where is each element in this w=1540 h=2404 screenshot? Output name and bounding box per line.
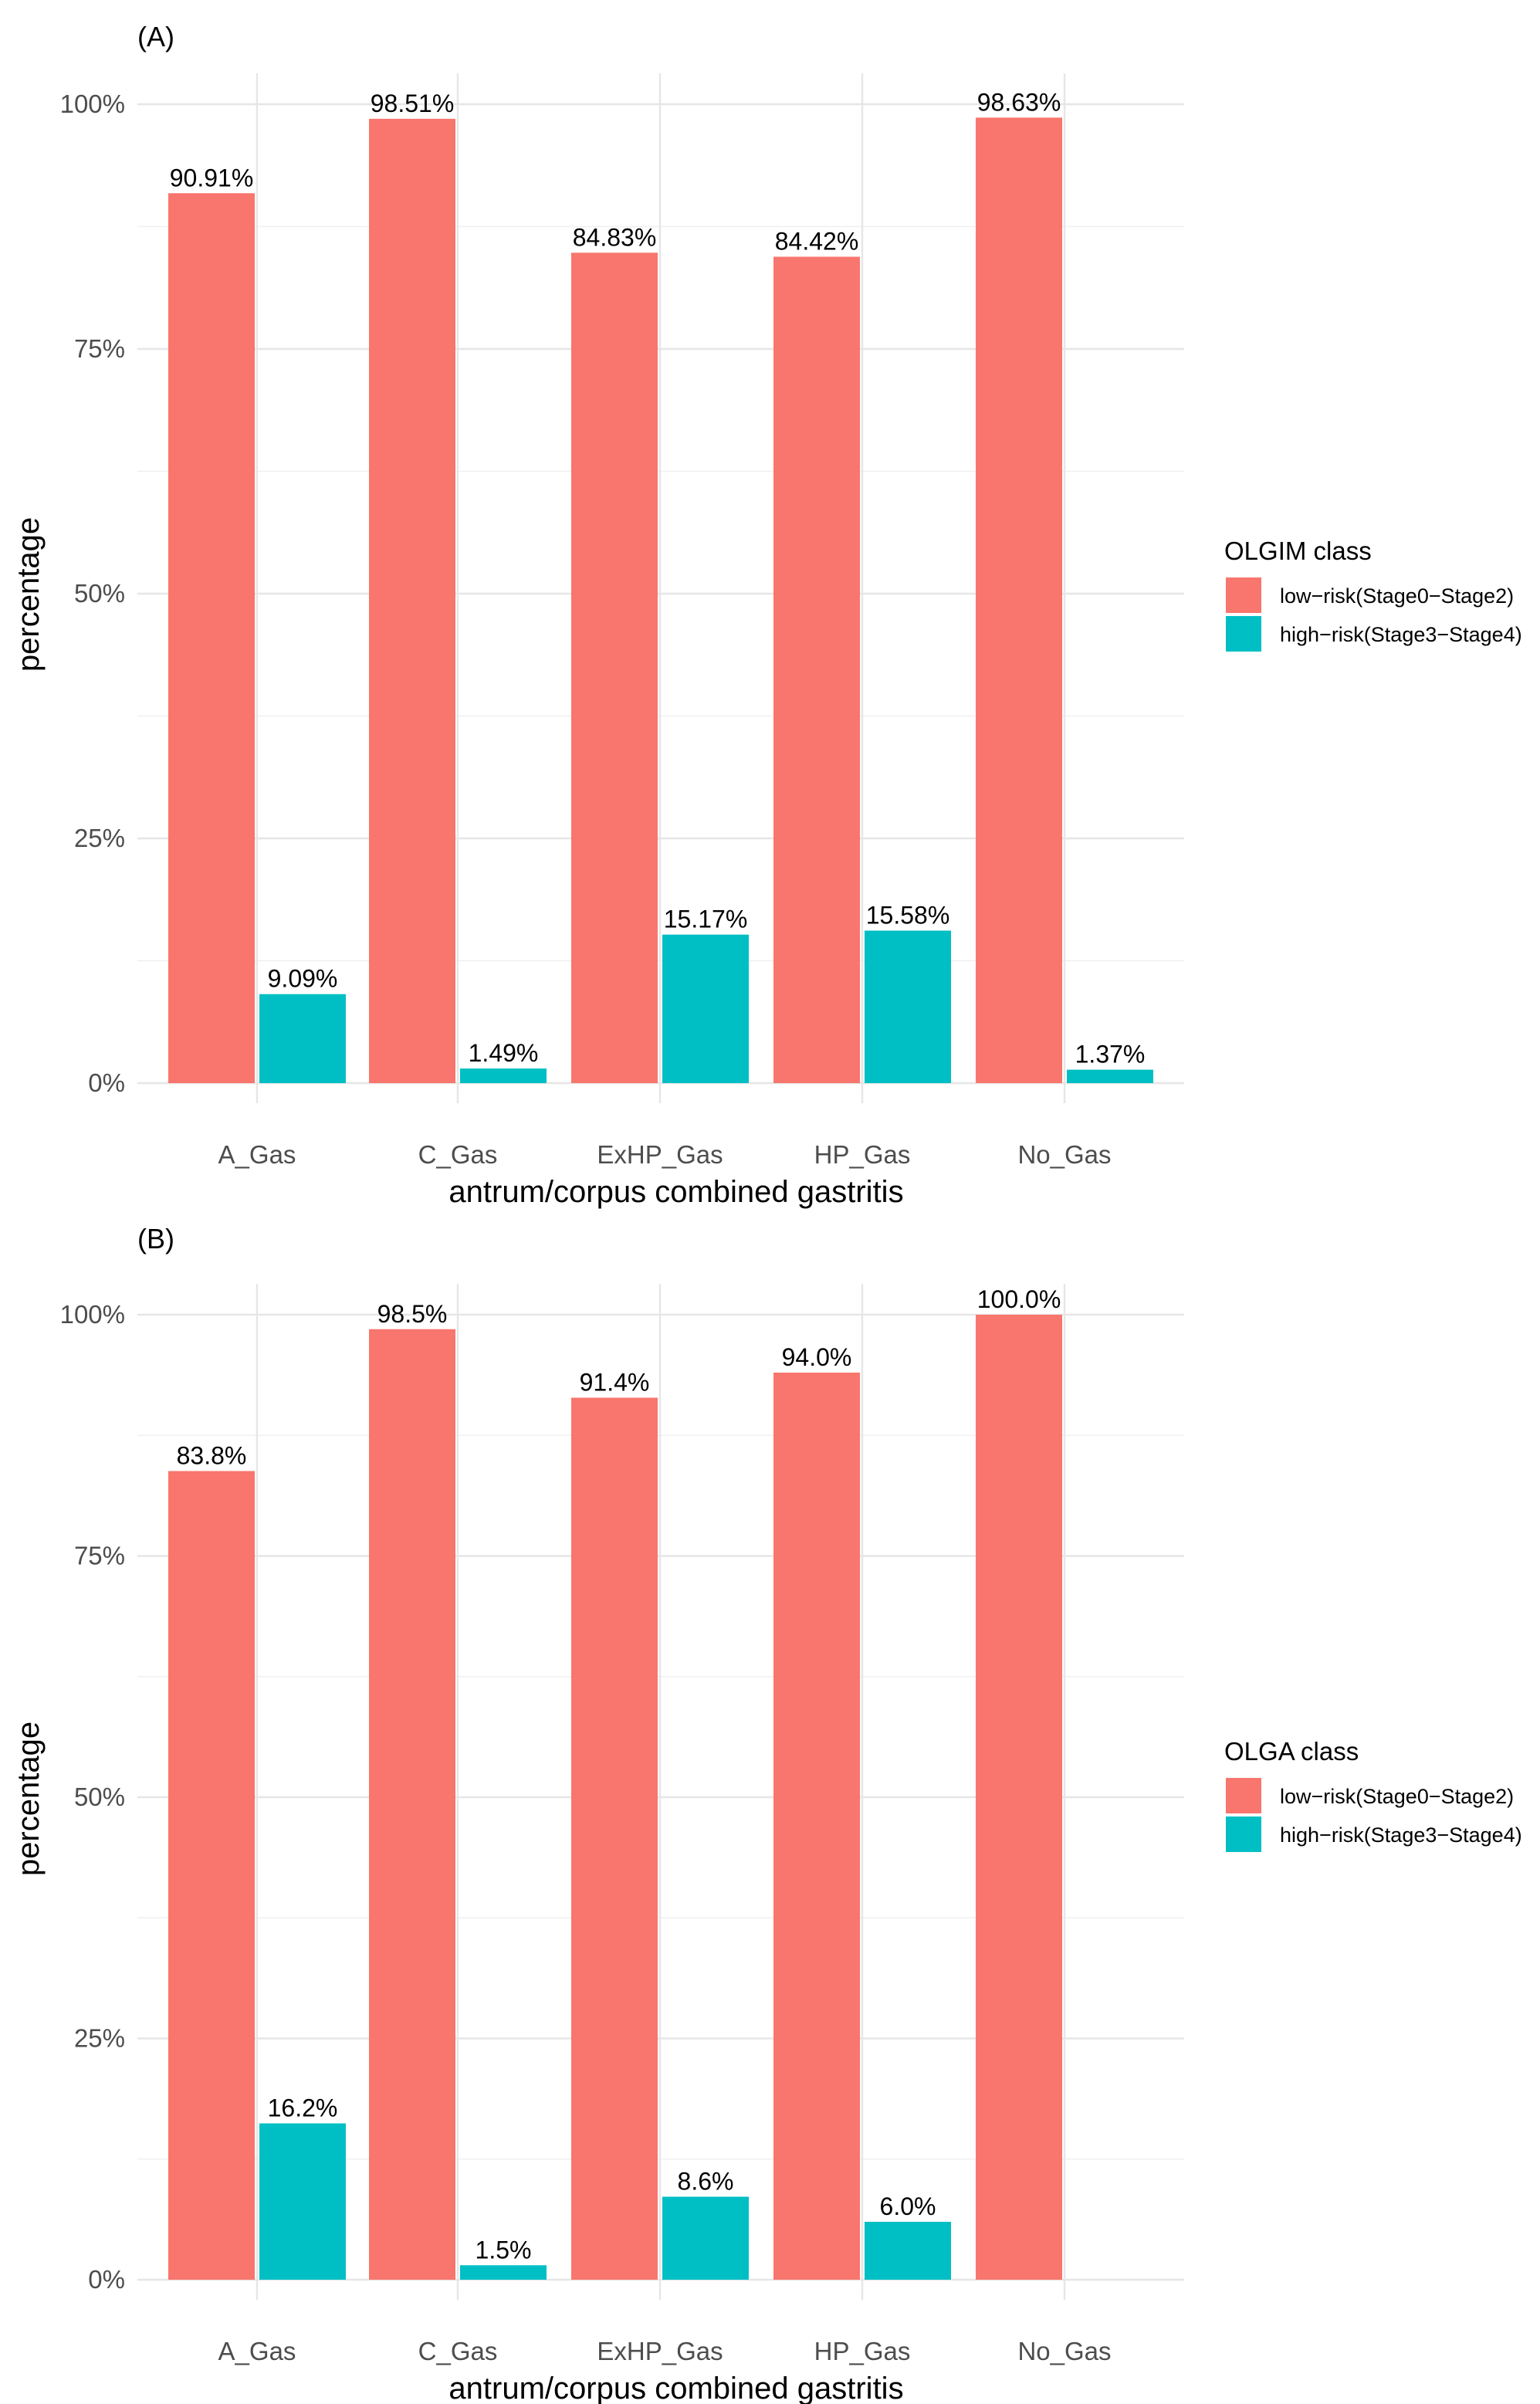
legend-key-high-risk — [1226, 616, 1261, 652]
legend-key-high-risk — [1226, 1817, 1261, 1852]
data-label: 94.0% — [782, 1343, 852, 1371]
data-label: 98.63% — [977, 88, 1061, 116]
y-tick-label: 100% — [60, 90, 125, 118]
bar-high-risk-c-gas — [460, 1068, 547, 1083]
y-axis-title: percentage — [12, 517, 46, 672]
y-axis-title: percentage — [12, 1722, 46, 1876]
legend-title: OLGA class — [1224, 1737, 1359, 1766]
x-tick-label: C_Gas — [418, 1140, 498, 1169]
bar-high-risk-a-gas — [259, 994, 346, 1083]
data-label: 100.0% — [977, 1285, 1061, 1313]
x-axis-title: antrum/corpus combined gastritis — [448, 1175, 903, 1209]
x-tick-label: No_Gas — [1017, 1140, 1111, 1169]
data-label: 1.49% — [469, 1039, 539, 1067]
legend-label: low−risk(Stage0−Stage2) — [1280, 584, 1514, 608]
bar-high-risk-c-gas — [460, 2265, 547, 2280]
bar-low-risk-no-gas — [976, 117, 1062, 1084]
legend-key-low-risk — [1226, 1778, 1261, 1813]
x-tick-label: ExHP_Gas — [597, 1140, 723, 1169]
legend-title: OLGIM class — [1224, 537, 1372, 565]
data-label: 84.83% — [573, 223, 657, 251]
data-label: 1.37% — [1075, 1041, 1146, 1068]
x-tick-label: A_Gas — [218, 2337, 296, 2365]
bar-high-risk-exhp-gas — [662, 2196, 749, 2280]
chart-panel-b: (B) 0% 25% 50% 75% 100% 83.8% 98.5% 91.4% 94.0% 10… — [12, 1223, 1522, 2404]
data-label: 91.4% — [580, 1369, 650, 1397]
bar-low-risk-a-gas — [168, 1471, 255, 2280]
bar-low-risk-hp-gas — [773, 256, 860, 1083]
legend: OLGA class low−risk(Stage0−Stage2) high−ri… — [1224, 1737, 1522, 1852]
bar-low-risk-no-gas — [976, 1315, 1062, 2280]
x-tick-label: HP_Gas — [814, 2337, 911, 2365]
bar-low-risk-hp-gas — [773, 1373, 860, 2280]
data-label: 84.42% — [775, 228, 859, 256]
x-tick-label: C_Gas — [418, 2337, 498, 2365]
x-tick-label: A_Gas — [218, 1140, 296, 1169]
legend-label: low−risk(Stage0−Stage2) — [1280, 1785, 1514, 1808]
legend-key-low-risk — [1226, 577, 1261, 613]
bar-low-risk-exhp-gas — [571, 252, 658, 1083]
y-tick-label: 0% — [88, 1068, 125, 1097]
y-tick-label: 50% — [74, 579, 125, 608]
bar-high-risk-a-gas — [259, 2123, 346, 2280]
data-label: 6.0% — [880, 2192, 936, 2220]
y-tick-label: 75% — [74, 334, 125, 363]
x-tick-label: HP_Gas — [814, 1140, 911, 1169]
y-tick-label: 50% — [74, 1783, 125, 1811]
bar-low-risk-a-gas — [168, 193, 255, 1083]
bar-high-risk-hp-gas — [865, 2222, 951, 2280]
y-tick-label: 25% — [74, 824, 125, 852]
data-label: 90.91% — [170, 164, 254, 191]
bar-low-risk-c-gas — [369, 118, 455, 1084]
data-label: 8.6% — [678, 2168, 734, 2196]
bar-high-risk-hp-gas — [865, 930, 951, 1083]
data-label: 9.09% — [268, 965, 338, 993]
data-label: 83.8% — [177, 1442, 247, 1470]
bar-low-risk-c-gas — [369, 1329, 455, 2280]
bar-high-risk-exhp-gas — [662, 934, 749, 1083]
data-label: 98.5% — [377, 1300, 448, 1328]
y-tick-label: 25% — [74, 2024, 125, 2053]
bar-low-risk-exhp-gas — [571, 1397, 658, 2280]
chart-panel-a: (A) 0% 25% 50% 75% 100% 90.91% 98.51% 84.83% 84.4… — [12, 21, 1522, 1209]
x-tick-label: No_Gas — [1017, 2337, 1111, 2365]
y-tick-label: 100% — [60, 1300, 125, 1329]
bar-high-risk-no-gas — [1067, 1069, 1153, 1083]
legend-label: high−risk(Stage3−Stage4) — [1280, 1823, 1522, 1847]
panel-label: (B) — [137, 1223, 174, 1254]
y-tick-label: 75% — [74, 1542, 125, 1570]
data-label: 1.5% — [476, 2236, 532, 2263]
data-label: 15.58% — [866, 901, 950, 929]
data-label: 16.2% — [268, 2094, 338, 2122]
x-tick-label: ExHP_Gas — [597, 2337, 723, 2365]
data-label: 98.51% — [371, 90, 455, 117]
legend: OLGIM class low−risk(Stage0−Stage2) high−r… — [1224, 537, 1522, 652]
panel-label: (A) — [137, 21, 174, 52]
legend-label: high−risk(Stage3−Stage4) — [1280, 623, 1522, 646]
data-label: 15.17% — [664, 906, 748, 933]
y-tick-label: 0% — [88, 2265, 125, 2294]
x-axis-title: antrum/corpus combined gastritis — [448, 2372, 903, 2404]
